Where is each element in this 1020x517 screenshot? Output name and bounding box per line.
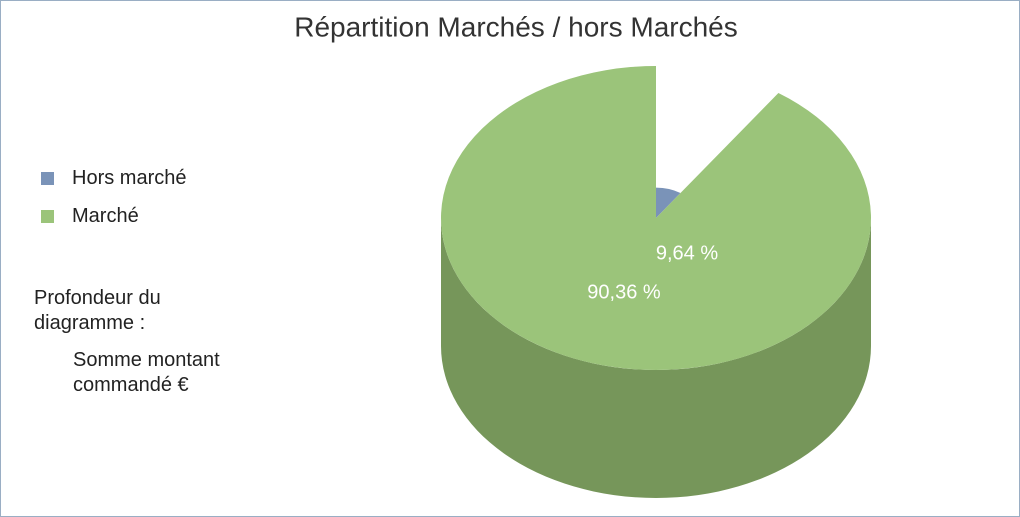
legend-swatch	[41, 172, 54, 185]
pie-side	[441, 218, 871, 498]
pie-slice	[440, 66, 871, 370]
chart-title: Répartition Marchés / hors Marchés	[294, 11, 738, 42]
legend-label: Hors marché	[72, 167, 187, 189]
legend-label: Marché	[72, 205, 139, 227]
pie-slice	[656, 187, 681, 218]
data-label: 9,64 %	[656, 242, 718, 264]
data-label: 90,36 %	[587, 281, 661, 303]
annotation: Somme montant commandé €	[73, 349, 220, 396]
legend-swatch	[41, 210, 54, 223]
annotation: Profondeur du diagramme :	[34, 287, 161, 334]
